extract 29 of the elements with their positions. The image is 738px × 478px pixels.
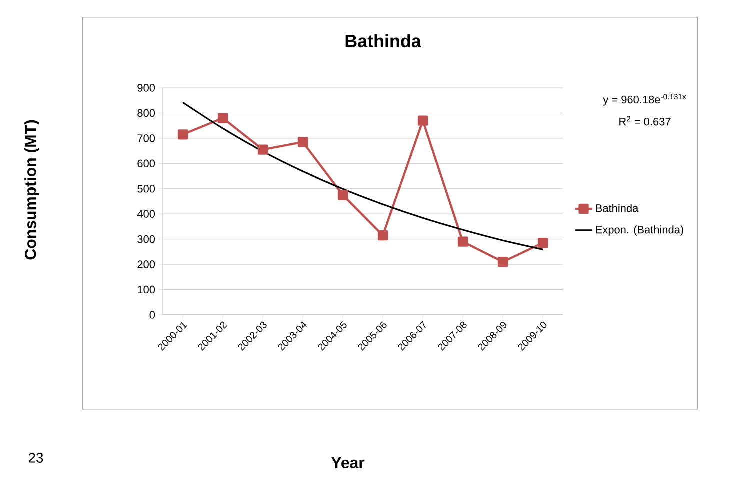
point bbox=[338, 190, 348, 200]
text: y = 960.18e$^{-0.131x}$ bbox=[603, 94, 686, 106]
y-tick-label: 500 bbox=[138, 185, 156, 193]
legend-label: Expon. (Bathinda) bbox=[596, 226, 684, 236]
point bbox=[378, 230, 388, 241]
y-tick-label: 400 bbox=[137, 210, 156, 218]
point bbox=[498, 256, 508, 268]
text: Year bbox=[331, 457, 365, 469]
text: Consumption (MT) bbox=[24, 120, 40, 260]
legend-label: Bathinda bbox=[596, 204, 639, 212]
point bbox=[538, 238, 548, 248]
y-tick-label: 300 bbox=[138, 235, 156, 244]
point bbox=[298, 137, 308, 148]
point bbox=[258, 144, 268, 155]
y-tick-label: 700 bbox=[138, 134, 156, 142]
point bbox=[458, 236, 468, 247]
point bbox=[218, 113, 228, 124]
point bbox=[178, 130, 188, 140]
y-tick-label: 200 bbox=[138, 260, 156, 268]
y-tick-label: 800 bbox=[138, 109, 156, 118]
y-tick-label: 900 bbox=[138, 84, 156, 92]
y-tick-label: 100 bbox=[138, 286, 156, 294]
line-series bbox=[182, 102, 544, 250]
y-tick-label: 0 bbox=[150, 311, 156, 319]
text: 23 bbox=[28, 453, 44, 463]
point bbox=[418, 116, 428, 126]
y-tick-label: 600 bbox=[138, 160, 156, 168]
chart-title: Bathinda bbox=[346, 34, 422, 48]
text: R$^{2}$ = 0.637 bbox=[620, 116, 671, 126]
